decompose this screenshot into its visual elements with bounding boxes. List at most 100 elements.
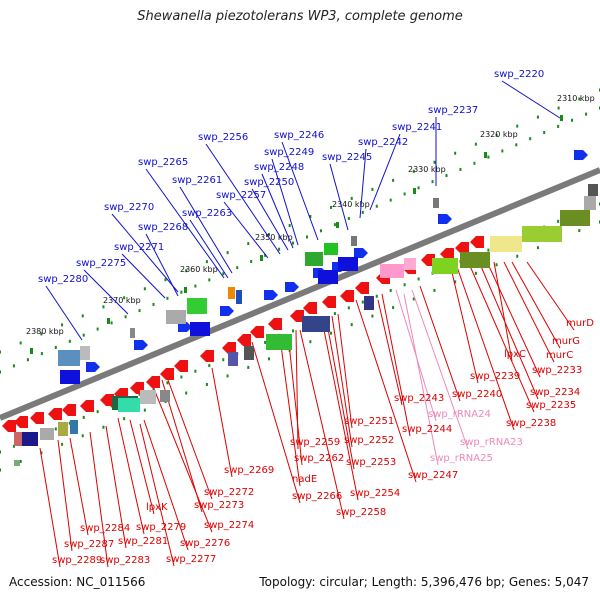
gene-label: swp_2271 <box>114 242 164 253</box>
ruler-dot-outer2 <box>350 196 353 200</box>
accession-label: Accession: NC_011566 <box>9 575 146 589</box>
ruler-dot-inner <box>82 415 85 419</box>
ruler-dot-outer2 <box>536 115 539 119</box>
gene-label: swp_2250 <box>244 177 294 188</box>
reverse-gene-box <box>58 422 68 436</box>
gene-label: swp_2233 <box>532 365 582 376</box>
ruler-dot-outer <box>571 118 574 122</box>
ruler-dot-outer <box>12 364 15 368</box>
ruler-tick-label: 2340 kbp <box>332 200 370 209</box>
ruler-dot-outer2 <box>61 323 64 327</box>
ruler-dot-outer2 <box>81 314 84 318</box>
leader-line <box>299 329 345 520</box>
gene-label: swp_2261 <box>172 175 222 186</box>
ruler-dot-outer <box>389 198 392 202</box>
ruler-dot-inner2 <box>19 459 22 463</box>
gene-labels: swp_2220 swp_2237 swp_2241 swp_2242 swp_2245… <box>38 69 594 566</box>
reverse-gene-arrow <box>160 368 174 380</box>
ruler-tick-label: 2370 kbp <box>103 296 141 305</box>
gene-label: swp_2248 <box>254 162 304 173</box>
leader-line <box>111 213 179 293</box>
reverse-gene-arrow <box>470 236 484 248</box>
gene-label: swp_2249 <box>264 147 314 158</box>
forward-gene-arrow <box>354 248 368 258</box>
ruler-tick-mark <box>560 115 563 121</box>
leader-lines <box>39 80 575 568</box>
ruler-dot-outer2 <box>288 224 291 228</box>
ruler-dot-outer2 <box>205 260 208 264</box>
ruler-dot-inner <box>166 381 169 385</box>
gene-label: swp_2284 <box>80 523 130 534</box>
leader-line <box>143 419 189 551</box>
leader-line <box>139 423 175 567</box>
leader-line <box>211 367 233 478</box>
leader-line <box>455 263 515 431</box>
ruler-dot-outer2 <box>392 178 395 182</box>
rna-gene-box <box>404 258 416 270</box>
leader-line <box>57 439 73 552</box>
reverse-gene-arrow <box>268 318 282 330</box>
ruler-dot-outer <box>194 284 197 288</box>
gene-label: swp_rRNA25 <box>430 453 493 464</box>
leader-line <box>449 263 479 384</box>
ruler-dot-outer <box>515 143 518 147</box>
ruler-dot-outer <box>585 112 588 116</box>
ruler-dot-outer2 <box>0 350 1 354</box>
ruler-dot-outer <box>319 229 322 233</box>
gene-label: swp_2235 <box>526 400 576 411</box>
leader-line <box>105 425 127 549</box>
leader-line <box>39 447 61 568</box>
ruler-dot-outer <box>333 223 336 227</box>
gene-label: swp_2245 <box>322 152 372 163</box>
ruler-dot-inner2 <box>123 417 126 421</box>
ruler-dots <box>0 88 600 472</box>
reverse-gene-box <box>266 334 292 350</box>
gene-label: swp_2254 <box>350 488 400 499</box>
ruler-dot-inner <box>487 248 490 252</box>
ruler-dot-outer2 <box>578 97 581 101</box>
ruler-dot-inner <box>138 392 141 396</box>
forward-gene-box <box>318 270 338 284</box>
ruler-dot-outer2 <box>19 341 22 345</box>
ruler-dot-inner <box>389 289 392 293</box>
ruler-tick-label: 2350 kbp <box>255 233 293 242</box>
map-title: Shewanella piezotolerans WP3, complete g… <box>137 9 463 24</box>
ruler-dot-inner2 <box>474 271 477 275</box>
forward-gene-arrow <box>86 362 100 372</box>
ruler-dot-outer2 <box>557 106 560 110</box>
ruler-dot-inner2 <box>40 451 43 455</box>
leader-line <box>355 299 417 483</box>
gene-label: swp_rRNA24 <box>428 409 491 420</box>
gene-label: swp_2281 <box>118 536 168 547</box>
ruler-dot-inner <box>264 340 267 344</box>
leader-line <box>167 379 213 500</box>
ruler-dot-outer <box>264 253 267 257</box>
gene-label: swp_2247 <box>408 470 458 481</box>
ruler-dot-outer2 <box>164 278 167 282</box>
ruler-dot-inner2 <box>330 331 333 335</box>
ruler-dot-inner <box>292 329 295 333</box>
gene-label: swp_2277 <box>166 554 216 565</box>
ruler-dot-inner2 <box>495 263 498 267</box>
ruler-tick-mark <box>184 287 187 293</box>
ruler-tick-label: 2380 kbp <box>26 327 64 336</box>
ruler-dot-outer <box>152 302 155 306</box>
reverse-gene-arrow <box>455 242 469 254</box>
leader-line <box>325 317 355 470</box>
leader-line <box>337 313 353 429</box>
reverse-gene-arrow <box>100 394 114 406</box>
reverse-gene-box <box>160 390 170 402</box>
forward-gene-box <box>60 370 80 384</box>
gene-label: swp_2270 <box>104 202 154 213</box>
ruler-dot-inner2 <box>267 357 270 361</box>
ruler-dot-inner2 <box>102 425 105 429</box>
gene-label: swp_2262 <box>294 453 344 464</box>
gene-label: swp_2239 <box>470 371 520 382</box>
leader-line <box>331 315 353 448</box>
reverse-gene-arrow <box>250 326 264 338</box>
ruler-tick-label: 2360 kbp <box>180 265 218 274</box>
backbone-line <box>0 167 600 421</box>
leader-line <box>479 263 539 400</box>
ruler-dot-outer2 <box>474 142 477 146</box>
